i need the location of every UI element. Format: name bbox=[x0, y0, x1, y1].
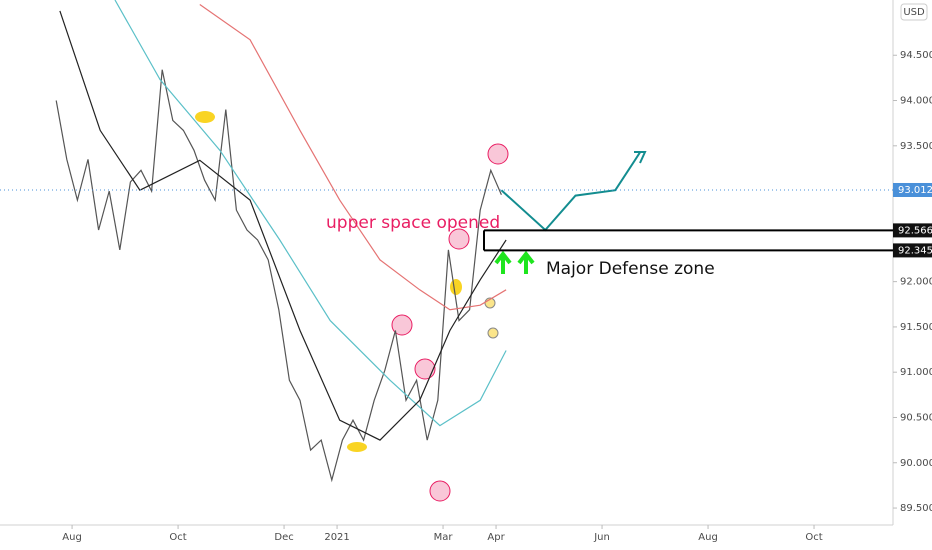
x-tick-label: Dec bbox=[274, 532, 293, 543]
series-line bbox=[500, 151, 642, 232]
y-tick-label: 94.000 bbox=[900, 96, 932, 107]
zone-label: 92.345 bbox=[898, 245, 932, 256]
annotation: Major Defense zone bbox=[546, 259, 715, 279]
plot bbox=[55, 0, 647, 502]
marker bbox=[429, 480, 451, 502]
arrow-head bbox=[634, 151, 647, 164]
marker bbox=[391, 314, 413, 336]
y-tick-label: 91.000 bbox=[900, 367, 932, 378]
y-tick-label: 92.000 bbox=[900, 277, 932, 288]
arrow bbox=[494, 250, 512, 274]
marker bbox=[450, 279, 462, 295]
series-line bbox=[114, 0, 507, 427]
currency-box bbox=[900, 3, 928, 21]
zone-badge bbox=[893, 243, 932, 258]
zone-label: 92.566 bbox=[898, 225, 932, 236]
x-tick-label: Apr bbox=[487, 532, 505, 543]
series-line bbox=[199, 4, 507, 311]
y-tick-label: 91.500 bbox=[900, 322, 932, 333]
last-price-label: 93.012 bbox=[898, 185, 932, 196]
marker bbox=[195, 111, 215, 123]
marker bbox=[487, 327, 499, 339]
last-price-badge bbox=[893, 182, 932, 197]
x-tick-label: 2021 bbox=[324, 532, 349, 543]
marker bbox=[414, 358, 436, 380]
marker bbox=[487, 143, 509, 165]
y-tick-label: 90.000 bbox=[900, 458, 932, 469]
series-line bbox=[59, 10, 507, 441]
series-line bbox=[55, 69, 502, 483]
x-tick-label: Aug bbox=[698, 532, 718, 543]
x-tick-label: Jun bbox=[593, 532, 610, 543]
y-tick-label: 90.500 bbox=[900, 412, 932, 423]
marker bbox=[347, 442, 367, 452]
x-tick-label: Aug bbox=[62, 532, 82, 543]
annotation: upper space opened bbox=[326, 213, 500, 233]
x-tick-label: Oct bbox=[805, 532, 822, 543]
y-tick-label: 89.500 bbox=[900, 503, 932, 514]
x-tick-label: Mar bbox=[434, 532, 454, 543]
currency: USD bbox=[903, 7, 925, 18]
x-tick-label: Oct bbox=[169, 532, 186, 543]
arrow bbox=[517, 250, 535, 274]
zone-badge bbox=[893, 223, 932, 238]
marker bbox=[448, 228, 470, 250]
y-tick-label: 93.500 bbox=[900, 141, 932, 152]
y-tick-label: 94.500 bbox=[900, 50, 932, 61]
